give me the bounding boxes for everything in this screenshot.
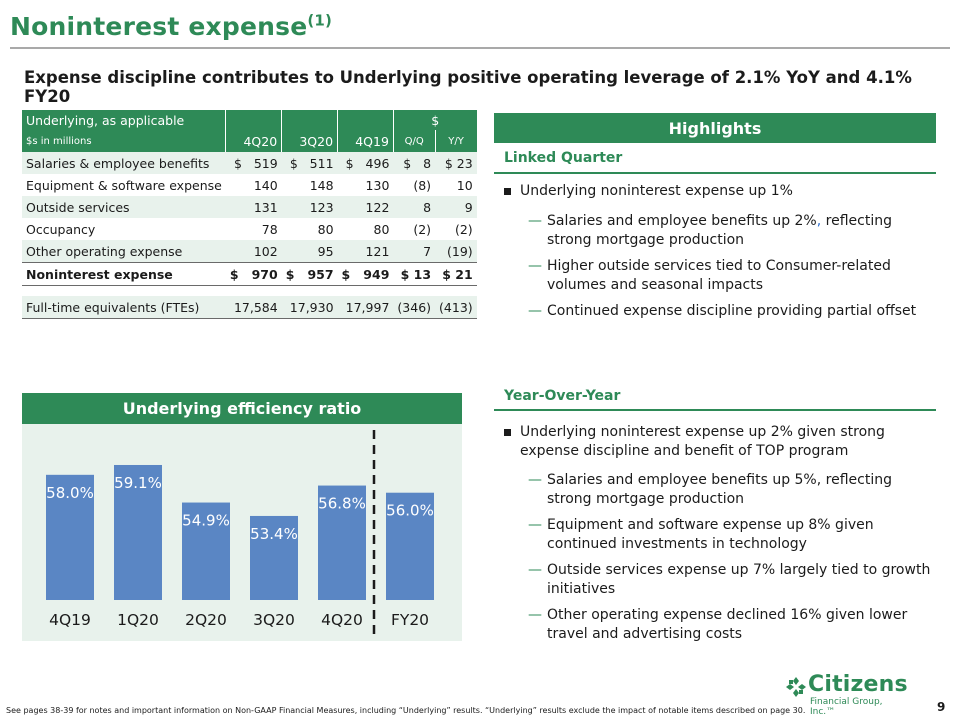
dash-icon: — xyxy=(528,303,542,319)
yoy-sub-item: — Equipment and software expense up 8% g… xyxy=(528,517,874,552)
page-title: Noninterest expense(1) xyxy=(10,11,333,41)
yoy-sub-item: — Other operating expense declined 16% g… xyxy=(528,607,908,642)
yoy-rule xyxy=(494,409,936,411)
table-row-fte: Full-time equivalents (FTEs) 17,584 17,9… xyxy=(22,296,477,319)
square-bullet-icon xyxy=(504,429,511,436)
bar-value-label: 58.0% xyxy=(46,484,94,502)
x-tick-label: 3Q20 xyxy=(253,611,295,629)
dash-icon: — xyxy=(528,258,542,274)
bar-1Q20 xyxy=(114,464,162,600)
table-row: Occupancy 78 80 80 (2) (2) xyxy=(26,221,473,237)
table-row: Other operating expense 102 95 121 7 (19… xyxy=(22,240,477,263)
col-header: 4Q20 xyxy=(225,130,282,152)
footnote: See pages 38-39 for notes and important … xyxy=(6,706,806,715)
bar-3Q20 xyxy=(250,515,298,600)
logo-sub: Financial Group, Inc.™ xyxy=(810,697,883,717)
bar-4Q19 xyxy=(46,474,94,600)
bar-2Q20 xyxy=(182,502,230,600)
logo-name: Citizens xyxy=(808,672,908,697)
dash-icon: — xyxy=(528,562,542,578)
lq-sub-item: — Continued expense discipline providing… xyxy=(528,303,917,319)
col-header: Y/Y xyxy=(434,130,477,152)
dash-icon: — xyxy=(528,472,542,488)
page-subtitle: Expense discipline contributes to Underl… xyxy=(24,68,912,106)
x-tick-label: 4Q20 xyxy=(321,611,363,629)
change-group-header: $ xyxy=(392,110,477,130)
table-row-total: Noninterest expense $ 970 $ 957 $ 949 $ … xyxy=(22,262,477,286)
linked-quarter-rule xyxy=(494,172,936,174)
dash-icon: — xyxy=(528,517,542,533)
bar-value-label: 54.9% xyxy=(182,512,230,530)
x-tick-label: FY20 xyxy=(391,611,429,629)
yoy-bullet: Underlying noninterest expense up 2% giv… xyxy=(504,423,924,461)
table-row: Salaries & employee benefits $ 519 $ 511… xyxy=(22,152,477,174)
dash-icon: — xyxy=(528,213,542,229)
dash-icon: — xyxy=(528,607,542,623)
chart-title: Underlying efficiency ratio xyxy=(22,393,462,424)
table-row: Outside services 131 123 122 8 9 xyxy=(22,196,477,218)
lq-sub-item: — Salaries and employee benefits up 2%, … xyxy=(528,213,892,248)
bar-value-label: 53.4% xyxy=(250,525,298,543)
yoy-sub-item: — Salaries and employee benefits up 5%, … xyxy=(528,472,892,507)
lq-sub-item: — Higher outside services tied to Consum… xyxy=(528,258,891,293)
x-tick-label: 4Q19 xyxy=(49,611,91,629)
x-tick-label: 2Q20 xyxy=(185,611,227,629)
col-header: Q/Q xyxy=(392,130,436,152)
efficiency-ratio-chart: 58.0% 4Q19 59.1% 1Q20 54.9% 2Q20 53.4% 3Q20 56.8… xyxy=(46,430,434,634)
page-number: 9 xyxy=(937,700,946,714)
col-header: 3Q20 xyxy=(281,130,338,152)
bar-value-label: 56.0% xyxy=(386,502,434,520)
yoy-label: Year-Over-Year xyxy=(504,388,621,404)
bar-FY20 xyxy=(386,492,434,600)
linked-quarter-label: Linked Quarter xyxy=(504,150,623,166)
lq-bullet: Underlying noninterest expense up 1% xyxy=(504,182,793,201)
col-header: 4Q19 xyxy=(337,130,394,152)
square-bullet-icon xyxy=(504,188,511,195)
citizens-mark-icon xyxy=(786,677,806,697)
x-tick-label: 1Q20 xyxy=(117,611,159,629)
highlights-header: Highlights xyxy=(494,113,936,143)
expense-table: Underlying, as applicable $ $s in millio… xyxy=(22,110,477,319)
table-units: $s in millions xyxy=(22,130,226,152)
bar-4Q20 xyxy=(318,485,366,600)
table-caption: Underlying, as applicable xyxy=(22,110,226,130)
table-row: Equipment & software expense 140 148 130… xyxy=(26,177,473,193)
bar-value-label: 59.1% xyxy=(114,474,162,492)
yoy-sub-item: — Outside services expense up 7% largely… xyxy=(528,562,931,597)
bar-value-label: 56.8% xyxy=(318,495,366,513)
citizens-logo: Citizens Financial Group, Inc.™ xyxy=(786,672,908,717)
title-divider xyxy=(10,47,950,49)
